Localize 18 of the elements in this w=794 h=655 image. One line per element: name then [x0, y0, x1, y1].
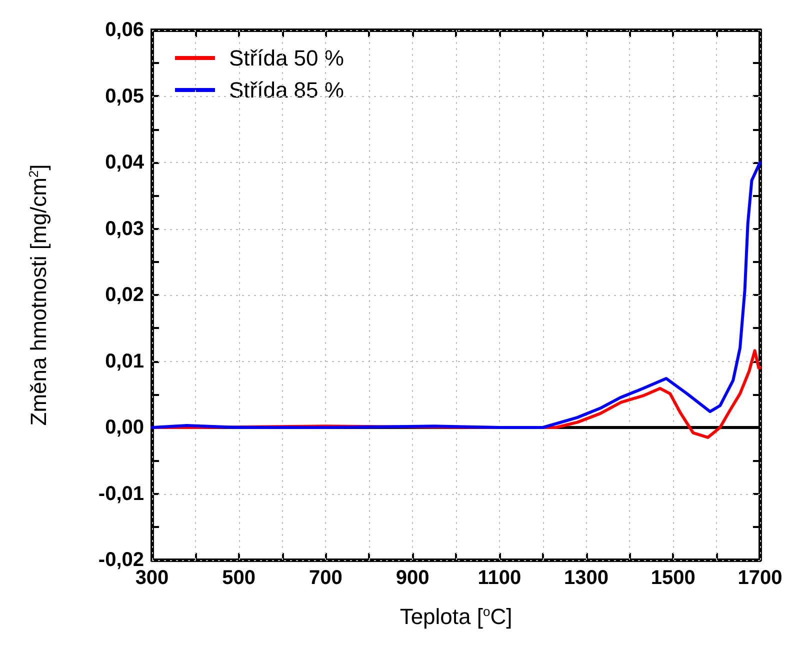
y-tick-label: 0,03: [105, 218, 144, 240]
y-tick-label: 0,01: [105, 350, 144, 372]
y-tick-label: 0,04: [105, 152, 145, 174]
x-tick-label: 1100: [478, 567, 522, 589]
legend-label: Střída 50 %: [229, 46, 344, 70]
y-tick-label: 0,00: [105, 416, 144, 438]
y-tick-label: 0,02: [105, 284, 144, 306]
x-tick-label: 900: [396, 567, 430, 589]
y-axis-title: Změna hmotnosti [mg/cm2]: [26, 164, 51, 426]
y-tick-label: 0,06: [105, 19, 144, 41]
line-series: [150, 161, 762, 429]
y-tick-label: -0,01: [98, 482, 144, 505]
x-tick-label: 1700: [738, 567, 782, 589]
x-tick-label: 1300: [564, 567, 609, 589]
y-tick-label: 0,05: [105, 85, 144, 108]
x-tick-label: 1500: [650, 567, 696, 589]
x-tick-label: 700: [309, 567, 342, 589]
x-tick-label: 500: [222, 567, 256, 589]
